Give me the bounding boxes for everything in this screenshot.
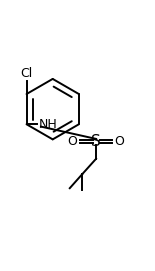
Text: S: S bbox=[91, 134, 101, 149]
Text: NH: NH bbox=[39, 118, 58, 131]
Text: O: O bbox=[68, 135, 78, 148]
Text: O: O bbox=[115, 135, 125, 148]
Text: Cl: Cl bbox=[20, 67, 33, 80]
